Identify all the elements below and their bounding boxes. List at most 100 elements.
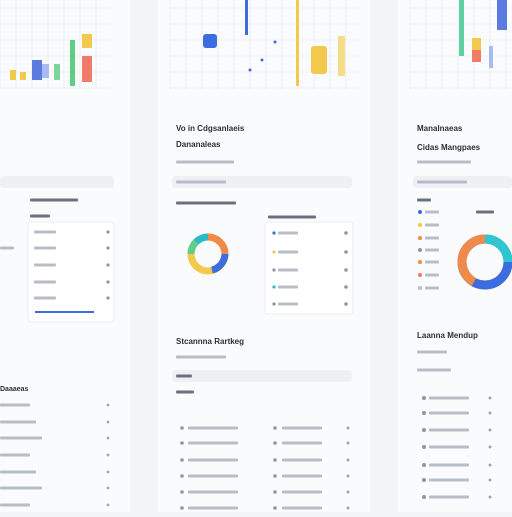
text-placeholder	[476, 210, 494, 214]
icon	[346, 426, 350, 430]
text-placeholder	[417, 198, 431, 202]
icon	[273, 474, 277, 478]
icon	[488, 411, 492, 415]
icon	[106, 470, 110, 474]
text-placeholder	[0, 246, 14, 250]
left-section-title: Daaaeas	[0, 386, 29, 393]
bar	[10, 70, 16, 80]
text-placeholder	[425, 286, 439, 290]
icon	[488, 445, 492, 449]
text-placeholder	[278, 302, 298, 306]
text-placeholder	[282, 490, 322, 494]
icon	[422, 411, 426, 415]
icon	[346, 490, 350, 494]
icon	[344, 250, 348, 254]
icon	[422, 428, 426, 432]
icon	[422, 463, 426, 467]
icon	[272, 268, 276, 272]
middle-donut	[187, 233, 229, 275]
icon	[344, 285, 348, 289]
icon	[180, 490, 184, 494]
icon	[488, 463, 492, 467]
right-donut	[457, 234, 512, 290]
chart-grids	[0, 0, 512, 90]
text-placeholder	[188, 441, 238, 445]
bar	[245, 0, 248, 35]
donut-arc	[187, 239, 199, 255]
right-panel	[398, 0, 512, 512]
text-placeholder	[0, 453, 30, 457]
icon	[180, 441, 184, 445]
middle-title: Vo in Cdgsanlaeis	[176, 124, 245, 133]
donut-arc	[207, 233, 229, 255]
icon	[418, 223, 422, 227]
text-placeholder	[425, 273, 439, 277]
text-placeholder	[425, 248, 439, 252]
icon	[272, 285, 276, 289]
icon	[106, 246, 110, 250]
card	[27, 221, 115, 323]
middle-chart	[203, 0, 345, 86]
icon	[180, 458, 184, 462]
input[interactable]	[172, 176, 352, 188]
icon	[344, 302, 348, 306]
icon	[344, 268, 348, 272]
text-placeholder	[176, 374, 192, 378]
text-placeholder	[429, 428, 469, 432]
text-placeholder	[0, 420, 36, 424]
right-subtitle: Cidas Mangpaes	[417, 143, 481, 152]
bar	[20, 72, 26, 80]
bar	[497, 0, 507, 30]
text-placeholder	[34, 230, 56, 234]
icon	[418, 286, 422, 290]
icon	[106, 403, 110, 407]
icon	[272, 231, 276, 235]
icon	[273, 441, 277, 445]
text-placeholder	[0, 503, 30, 507]
bar	[82, 34, 92, 48]
icon	[106, 230, 110, 234]
icon	[422, 478, 426, 482]
icon	[422, 396, 426, 400]
donut-arc	[457, 234, 486, 263]
right-title: Manalnaeas	[417, 124, 463, 133]
bar	[296, 0, 299, 86]
text-placeholder	[188, 426, 238, 430]
text-placeholder	[429, 478, 469, 482]
input[interactable]	[172, 370, 352, 382]
text-placeholder	[268, 215, 316, 219]
dot	[260, 58, 264, 62]
icon	[106, 296, 110, 300]
icon	[106, 263, 110, 267]
input[interactable]	[0, 176, 114, 188]
text-placeholder	[429, 445, 469, 449]
text-placeholder	[30, 214, 50, 218]
icon	[422, 445, 426, 449]
text-placeholder	[0, 403, 30, 407]
text-placeholder	[429, 411, 469, 415]
text-placeholder	[425, 223, 439, 227]
right-section-title: Laanna Mendup	[417, 331, 478, 340]
dot	[248, 68, 252, 72]
badge	[203, 34, 217, 48]
text-placeholder	[282, 506, 322, 510]
text-placeholder	[278, 250, 298, 254]
text-placeholder	[429, 396, 469, 400]
bar	[459, 0, 464, 56]
icon	[346, 441, 350, 445]
bar	[472, 38, 481, 50]
text-placeholder	[425, 236, 439, 240]
badge	[311, 46, 327, 74]
text-placeholder	[30, 198, 78, 202]
icon	[488, 495, 492, 499]
bar	[42, 64, 49, 78]
bar	[338, 36, 345, 76]
donut-arc	[484, 234, 512, 263]
donut-arc	[457, 261, 477, 286]
bar	[82, 56, 92, 82]
text-placeholder	[188, 458, 238, 462]
icon	[273, 490, 277, 494]
icon	[488, 478, 492, 482]
list-rows	[0, 160, 494, 510]
